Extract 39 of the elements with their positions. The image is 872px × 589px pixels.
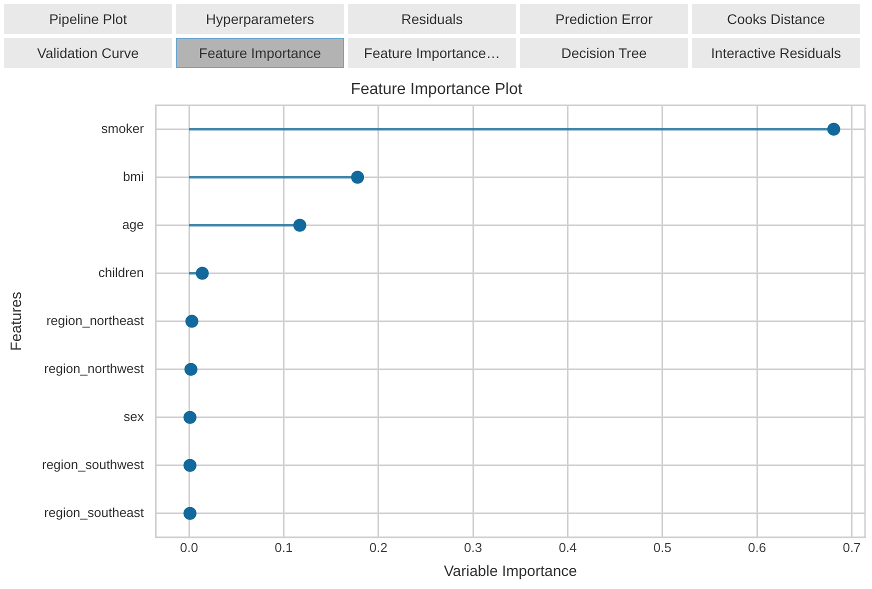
x-tick-label: 0.3 — [464, 540, 482, 555]
x-tick-label: 0.0 — [180, 540, 198, 555]
text: Prediction Error — [520, 4, 688, 34]
x-tick-label: 0.2 — [369, 540, 388, 555]
point — [183, 410, 196, 424]
x-tick-label: 0.5 — [653, 540, 672, 555]
x-tick-label: 0.4 — [558, 540, 577, 555]
point — [827, 122, 840, 136]
point — [183, 458, 196, 472]
y-tick-label: bmi — [122, 168, 144, 184]
x-tick-label: 0.6 — [748, 540, 766, 555]
text: Decision Tree — [520, 38, 688, 68]
y-tick-label: region_northwest — [44, 360, 144, 376]
text: Validation Curve — [4, 38, 172, 68]
y-tick-label: age — [122, 216, 144, 232]
point — [293, 218, 306, 232]
text: Cooks Distance — [692, 4, 860, 34]
point — [351, 170, 364, 184]
x-tick-label: 0.1 — [274, 540, 293, 555]
y-tick-label: region_southwest — [42, 456, 144, 472]
y-tick-label: region_southeast — [44, 504, 144, 520]
point — [185, 314, 198, 328]
x-tick-label: 0.7 — [842, 540, 861, 555]
y-tick-label: smoker — [101, 120, 145, 136]
chart-title: Feature Importance Plot — [350, 81, 523, 98]
text: Hyperparameters — [176, 4, 344, 34]
text: Residuals — [348, 4, 516, 34]
text: Feature Importance… — [348, 38, 516, 68]
y-tick-label: region_northeast — [46, 312, 144, 328]
text: Pipeline Plot — [4, 4, 172, 34]
point — [184, 362, 198, 376]
text: Interactive Residuals — [692, 38, 860, 68]
y-tick-label: sex — [124, 408, 144, 424]
point — [183, 506, 196, 520]
x-axis-title: Variable Importance — [444, 563, 578, 580]
y-axis-title: Features — [8, 292, 26, 351]
point — [196, 266, 209, 280]
y-tick-label: children — [98, 264, 144, 280]
text: Feature Importance — [176, 38, 344, 68]
